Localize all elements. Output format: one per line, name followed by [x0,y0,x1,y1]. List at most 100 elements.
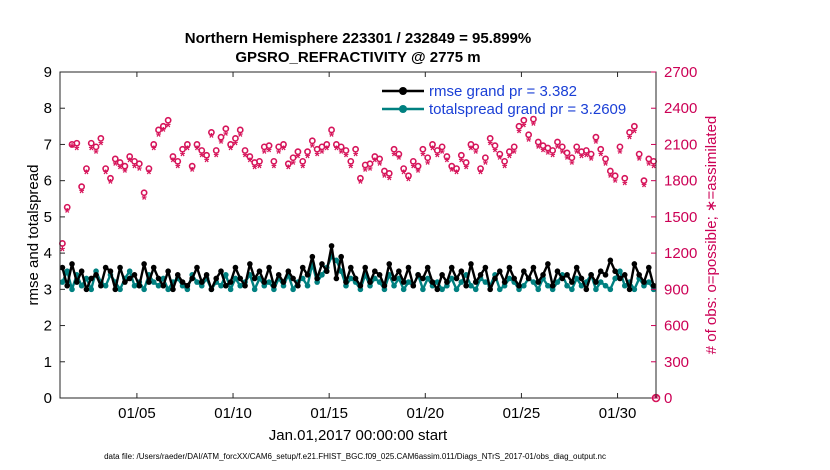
rmse-marker [463,282,469,289]
totalspread-marker [602,282,609,289]
rmse-marker [453,275,460,282]
rmse-marker [621,272,628,278]
rmse-marker [559,275,566,282]
obs-assimilated-marker: * [84,166,90,181]
totalspread-marker [304,282,311,289]
rmse-marker [69,261,75,267]
totalspread-marker [391,282,397,289]
obs-assimilated-marker: * [454,166,460,181]
rmse-marker [98,282,104,289]
obs-assimilated-marker: * [392,148,398,163]
legend-rmse-marker [399,87,407,95]
totalspread-marker [612,275,618,282]
obs-assimilated-marker: * [464,162,470,177]
obs-possible-marker [554,138,561,146]
legend-spread-label: totalspread grand pr = 3.2609 [429,101,626,118]
rmse-marker [343,279,349,285]
totalspread-marker [319,272,325,278]
totalspread-marker [237,282,244,289]
obs-assimilated-marker: * [113,158,119,173]
obs-possible-marker [121,162,129,170]
obs-possible-marker [582,147,590,154]
totalspread-marker [405,279,412,285]
rmse-marker [391,275,397,282]
obs-possible-marker [97,135,105,142]
obs-assimilated-marker: * [281,142,287,157]
obs-assimilated-marker: * [483,157,489,172]
rmse-marker [626,286,633,293]
obs-assimilated-marker: * [170,154,176,169]
obs-possible-marker [188,162,196,170]
rmse-marker [261,279,268,285]
obs-assimilated-marker: * [185,142,191,157]
rmse-marker [242,282,248,289]
obs-possible-marker [433,147,441,154]
obs-possible-marker [289,154,297,162]
x-tick-label: 01/15 [310,405,348,422]
rmse-marker [223,282,229,289]
obs-assimilated-marker: * [233,137,239,152]
obs-possible-marker [587,150,595,158]
rmse-marker [645,264,652,271]
rmse-marker [203,272,210,278]
totalspread-marker [227,286,234,293]
obs-assimilated-marker: * [353,148,359,163]
rmse-marker [487,286,493,293]
chart-title-line2: GPSRO_REFRACTIVITY @ 2775 m [235,49,480,66]
obs-assimilated-marker: * [387,172,393,187]
obs-assimilated-marker: * [103,166,109,181]
obs-assimilated-marker: * [622,177,628,192]
left-y-tick-label: 1 [44,354,52,371]
obs-possible-marker [409,157,417,165]
obs-possible-marker [78,183,86,191]
obs-assimilated-marker: * [449,164,455,179]
obs-possible-marker [472,143,480,151]
rmse-marker [583,286,590,293]
totalspread-marker [607,286,614,293]
obs-assimilated-marker: * [444,154,450,169]
totalspread-marker [141,286,147,293]
obs-possible-marker [414,162,422,170]
obs-assimilated-marker: * [478,166,484,181]
obs-possible-marker [602,155,609,163]
obs-possible-marker [183,141,191,148]
obs-possible-marker [299,157,307,165]
rmse-marker [482,264,489,271]
right-y-tick-label: 2700 [664,64,697,81]
left-y-tick-label: 3 [44,281,52,298]
totalspread-marker [597,279,604,285]
rmse-marker [357,282,364,289]
left-y-tick-label: 8 [44,100,52,117]
right-y-tick-label: 1500 [664,209,697,226]
right-y-tick-label: 0 [664,390,672,407]
obs-assimilated-marker: * [271,160,277,175]
legend-rmse-label: rmse grand pr = 3.382 [429,83,577,100]
obs-assimilated-marker: * [214,150,220,165]
obs-possible-marker [357,174,364,182]
obs-assimilated-marker: * [146,166,152,181]
obs-assimilated-marker: * [396,152,402,167]
totalspread-marker [545,282,551,289]
rmse-marker [131,272,138,278]
rmse-marker [78,268,85,275]
rmse-marker [578,275,585,282]
totalspread-marker [554,279,561,285]
obs-assimilated-marker: * [569,157,575,172]
obs-possible-marker [453,165,460,172]
obs-possible-marker [280,141,287,148]
obs-possible-marker [347,157,355,165]
obs-assimilated-marker: * [440,146,446,161]
obs-possible-marker [366,160,374,168]
obs-assimilated-marker: * [252,162,258,177]
obs-possible-marker [626,128,633,136]
obs-assimilated-marker: * [286,162,292,177]
obs-assimilated-marker: * [194,142,200,157]
rmse-marker [415,272,421,278]
obs-possible-marker [534,138,542,146]
obs-assimilated-marker: * [310,140,316,155]
rmse-marker [347,264,354,271]
obs-assimilated-marker: * [512,146,518,161]
obs-assimilated-marker: * [411,160,417,175]
rmse-marker [338,253,344,260]
x-tick-label: 01/10 [214,405,252,422]
